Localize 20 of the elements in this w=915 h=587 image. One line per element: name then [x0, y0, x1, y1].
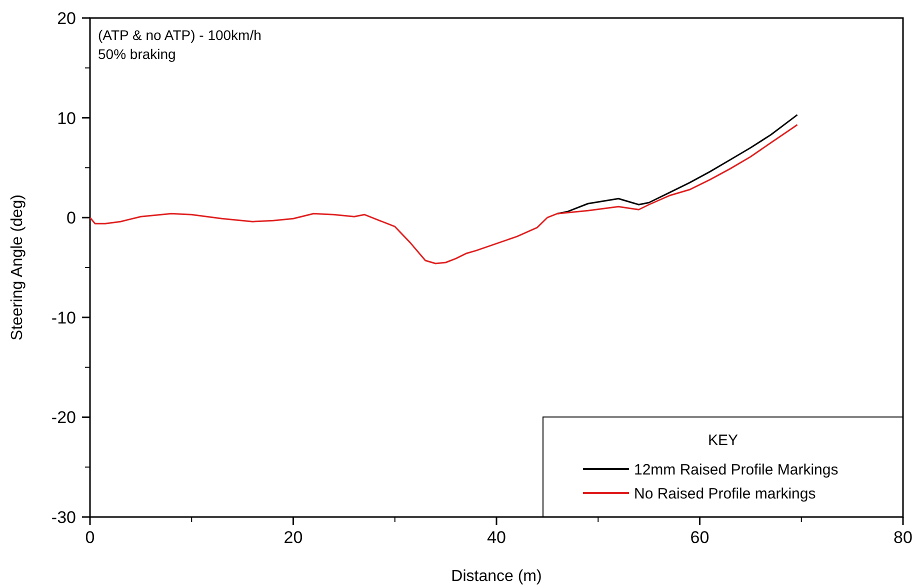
- line-series: [89, 124, 798, 264]
- y-tick-label: 0: [66, 208, 76, 228]
- x-tick-label: 40: [487, 528, 506, 547]
- legend-label: No Raised Profile markings: [634, 485, 816, 502]
- legend-label: 12mm Raised Profile Markings: [634, 461, 838, 478]
- y-axis-title: Steering Angle (deg): [9, 194, 26, 340]
- x-tick-label: 80: [894, 528, 912, 547]
- y-tick-label: -20: [51, 408, 76, 428]
- x-tick-label: 60: [690, 528, 710, 547]
- text: 50% braking: [98, 46, 176, 62]
- y-tick-label: 20: [57, 8, 76, 28]
- y-tick-label: 10: [57, 108, 76, 128]
- y-tick-label: -10: [51, 308, 76, 328]
- x-tick-label: 0: [85, 528, 95, 547]
- legend-title: KEY: [708, 432, 738, 449]
- x-tick-label: 20: [284, 528, 303, 547]
- text: (ATP & no ATP) - 100km/h: [98, 27, 262, 43]
- y-tick-label: -30: [51, 508, 76, 527]
- line-series: [556, 114, 798, 214]
- x-axis-title: Distance (m): [451, 568, 542, 585]
